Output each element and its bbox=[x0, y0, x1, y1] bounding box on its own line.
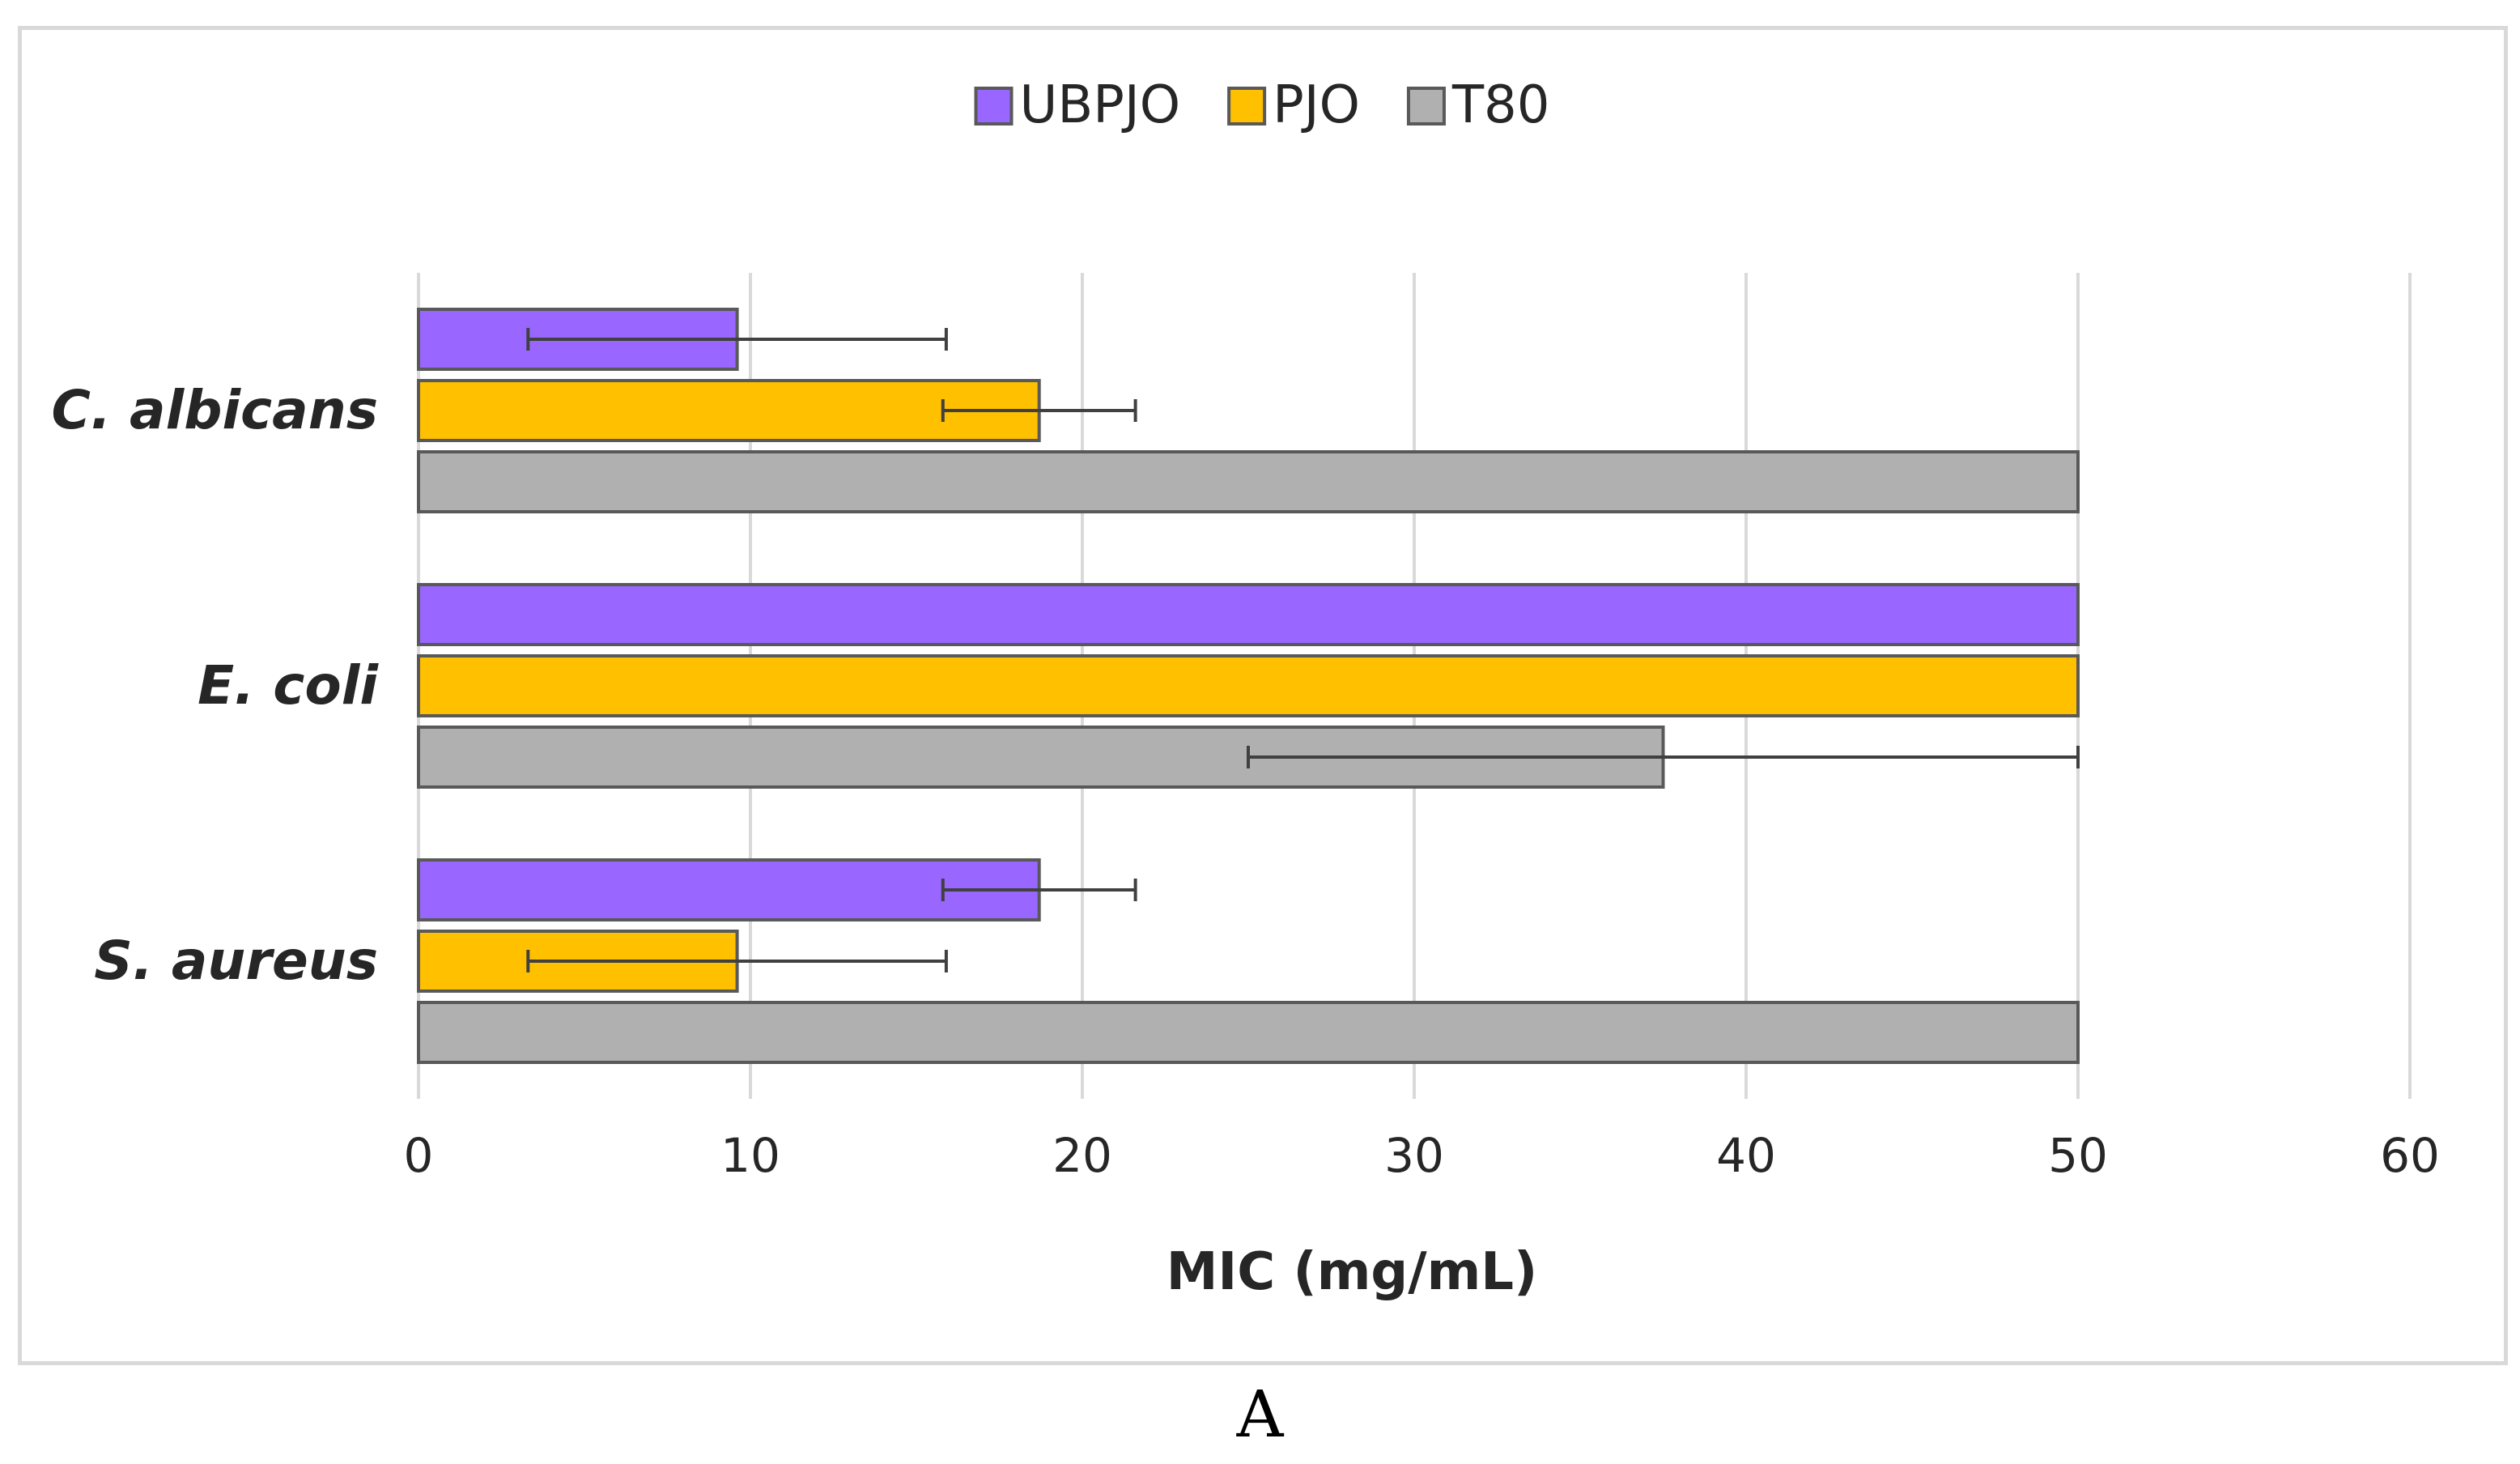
legend-swatch bbox=[1406, 87, 1446, 126]
x-tick-label: 60 bbox=[2380, 1128, 2440, 1183]
bar bbox=[417, 583, 2080, 646]
x-tick-label: 10 bbox=[720, 1128, 780, 1183]
legend-label: UBPJO bbox=[1020, 75, 1181, 135]
panel-label: A bbox=[1236, 1377, 1284, 1452]
bar-chart: C. albicans E. coli S. aureus 0 10 20 30 40 50 6… bbox=[52, 75, 2440, 1302]
category-label: S. aureus bbox=[94, 930, 378, 992]
bar bbox=[417, 450, 2080, 513]
legend-label: PJO bbox=[1273, 75, 1360, 135]
chart-frame: C. albicans E. coli S. aureus 0 10 20 30 40 50 6… bbox=[18, 26, 2508, 1365]
x-tick-label: 0 bbox=[404, 1128, 434, 1183]
bar bbox=[417, 654, 2080, 717]
bar bbox=[417, 858, 1041, 921]
x-tick-label: 20 bbox=[1052, 1128, 1112, 1183]
legend-swatch bbox=[974, 87, 1014, 126]
category-label: E. coli bbox=[198, 654, 379, 717]
legend-label: T80 bbox=[1451, 75, 1550, 135]
x-tick-label: 50 bbox=[2048, 1128, 2108, 1183]
category-label: C. albicans bbox=[52, 379, 378, 441]
legend-swatch bbox=[1227, 87, 1267, 126]
x-tick-label: 30 bbox=[1384, 1128, 1444, 1183]
x-tick-label: 40 bbox=[1716, 1128, 1776, 1183]
bar bbox=[417, 379, 1041, 442]
bar bbox=[417, 1001, 2080, 1064]
x-axis-label: MIC (mg/mL) bbox=[1167, 1242, 1538, 1302]
